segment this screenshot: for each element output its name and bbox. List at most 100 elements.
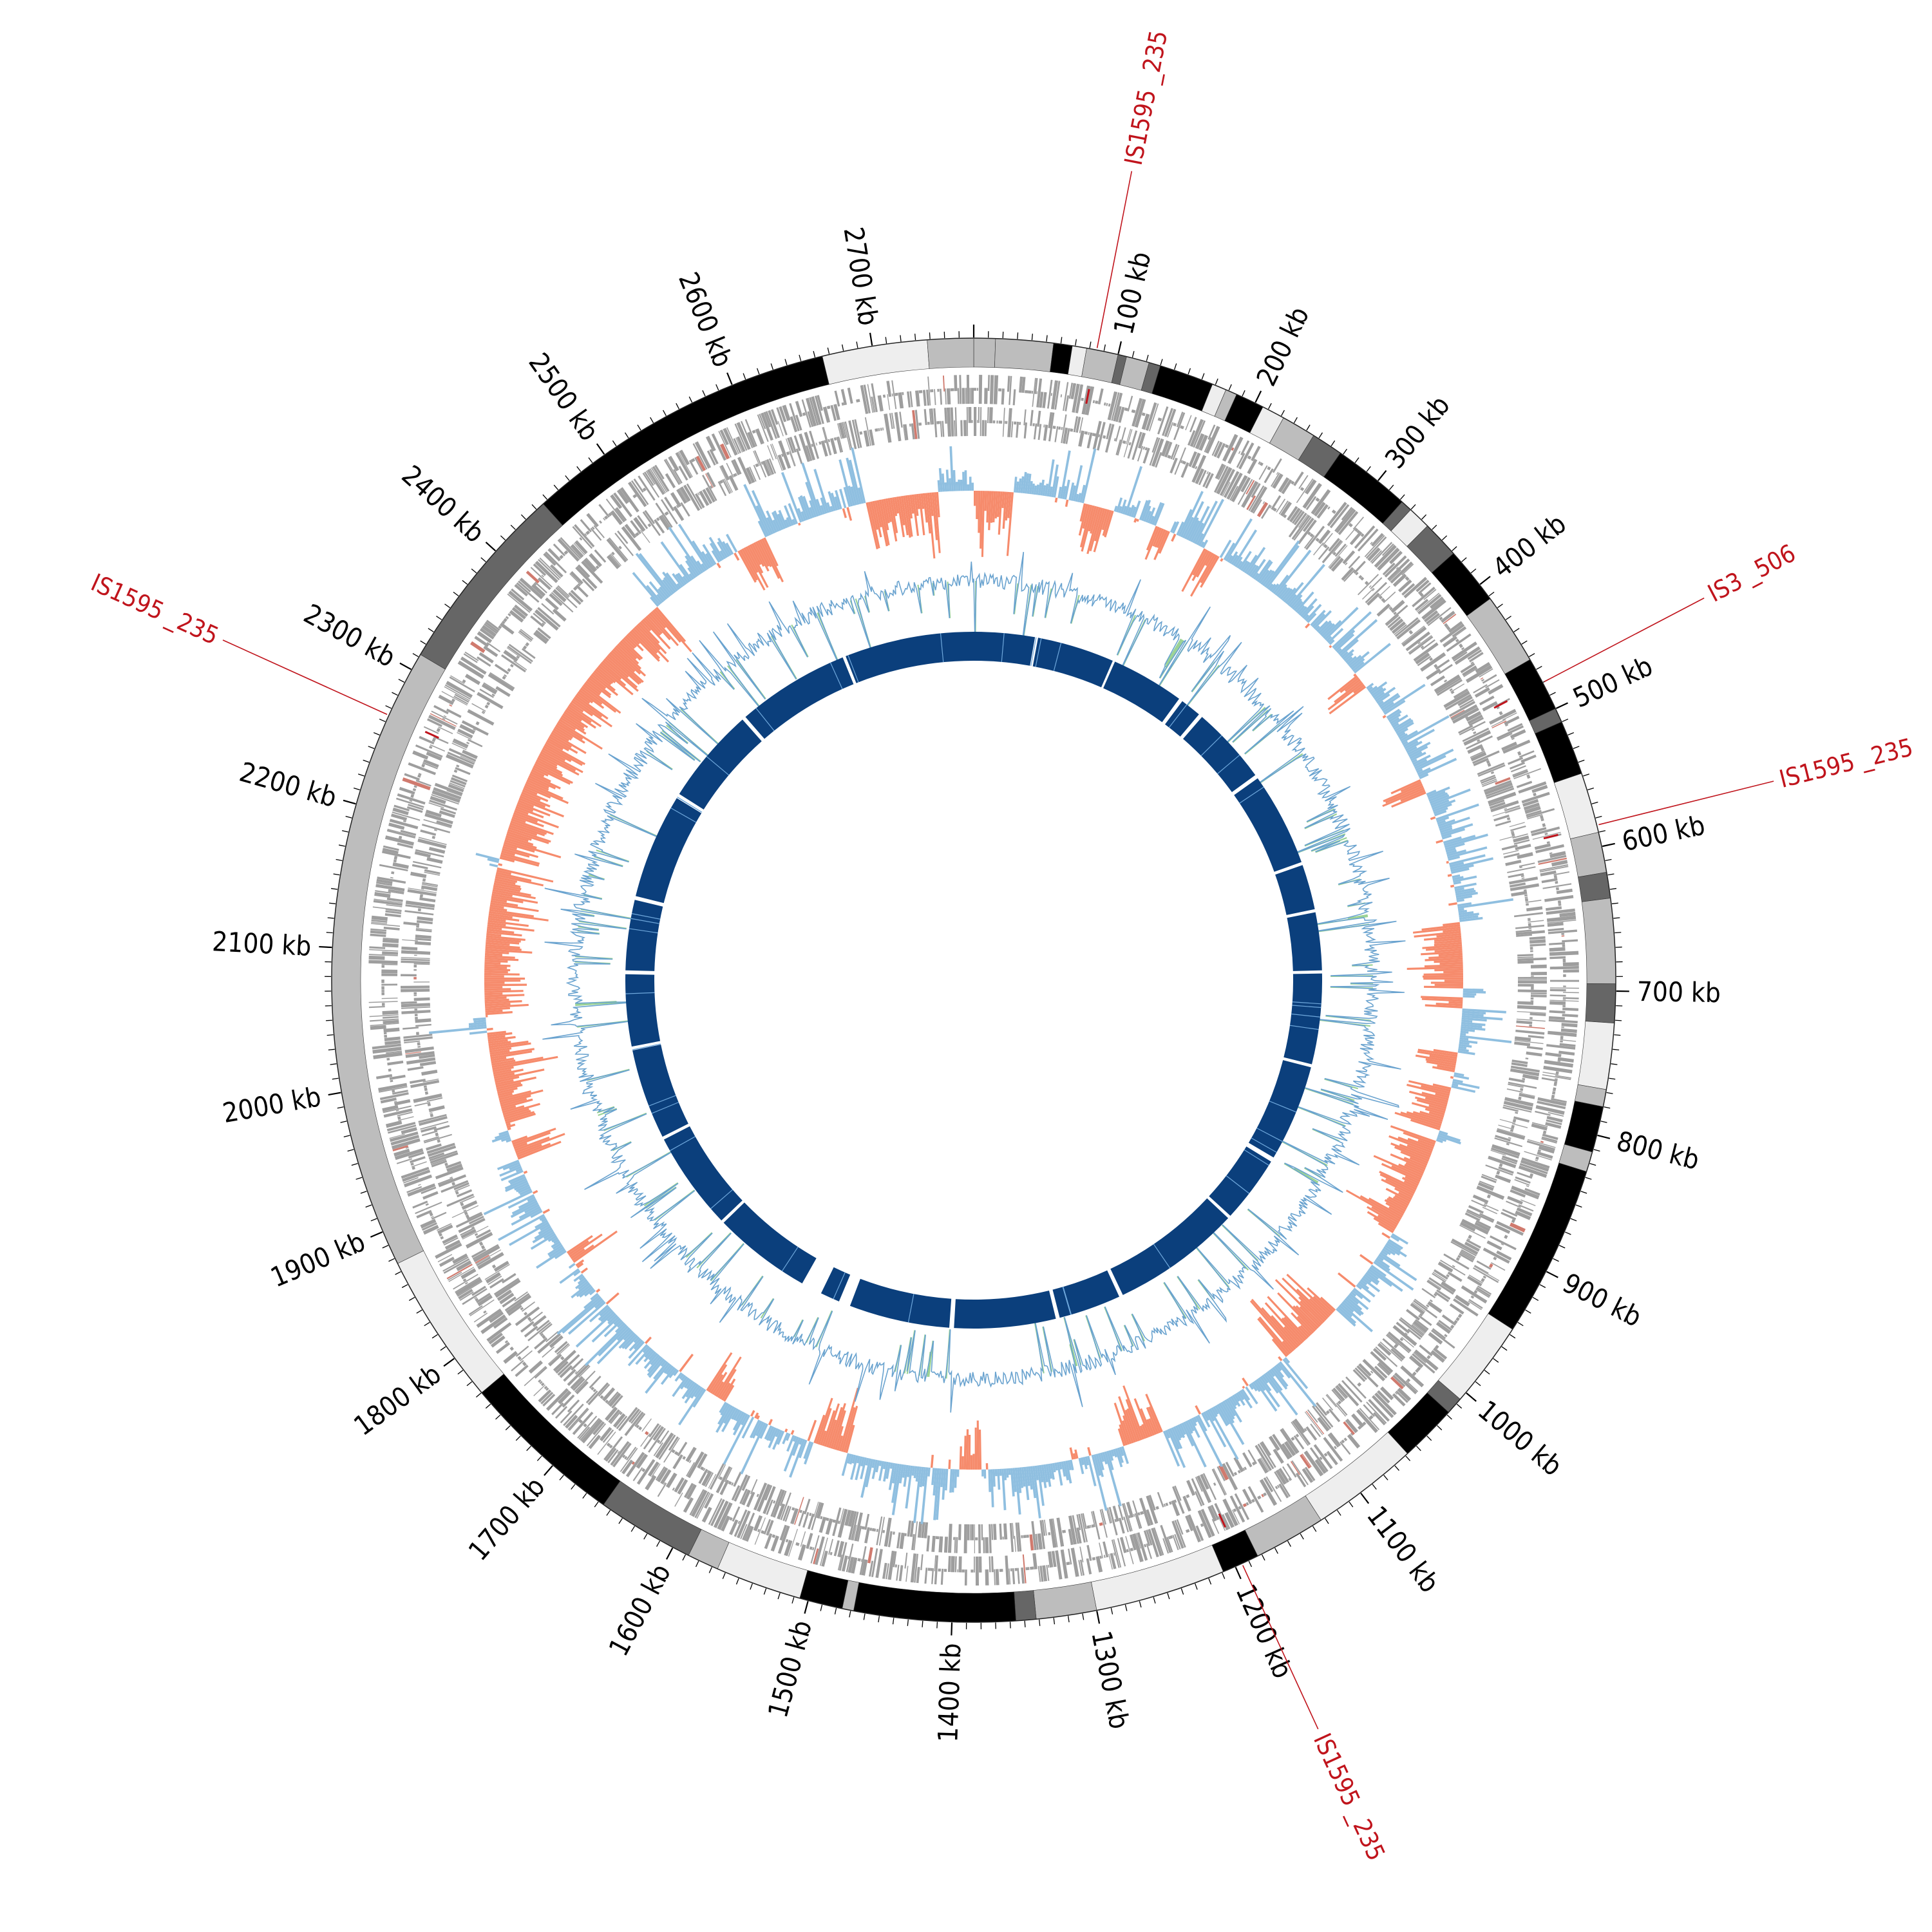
cds-feature [1170,444,1178,460]
cds-feature [1499,835,1515,841]
gc-content-bar [562,1298,603,1334]
gc-content-bar [1159,531,1170,554]
cds-feature [1514,1039,1544,1045]
gc-content-bar [576,1262,584,1269]
cds-feature [560,1410,573,1424]
cds-feature [1439,616,1443,621]
cds-feature [696,455,706,471]
cds-feature [1205,473,1214,489]
gc-content-bar [1349,651,1370,668]
cds-feature [649,1423,659,1437]
gc-content-bar [485,944,520,949]
gc-content-bar [1177,1424,1186,1439]
cds-feature [950,407,954,437]
gc-content-bar [489,904,504,909]
cds-feature [421,885,438,891]
gc-content-bar [720,1403,729,1416]
cds-feature [1510,1068,1540,1077]
cds-feature [1515,930,1545,936]
cds-feature [477,631,493,643]
cds-feature [1172,1535,1179,1551]
inner-ring-block [745,657,854,739]
cds-feature [757,414,769,442]
cds-feature [575,1381,589,1395]
gc-content-bar [509,824,538,836]
cds-feature [1204,437,1212,453]
gc-content-bar [1421,951,1463,956]
cds-feature [1099,1542,1103,1558]
gc-content-bar [484,996,507,1000]
cds-feature [429,1150,458,1162]
cds-feature [1058,426,1061,430]
minor-tick [440,1346,446,1351]
cds-feature [931,1568,934,1584]
gc-content-bar [500,854,540,867]
cds-feature [415,1023,431,1027]
cds-feature [415,941,431,945]
cds-feature [614,508,626,522]
minor-tick [1583,773,1590,777]
cds-feature [621,526,642,551]
cds-feature [1334,544,1347,557]
gc-content-bar [1391,1233,1408,1245]
minor-tick [820,1604,823,1611]
gc-content-bar [1185,1420,1193,1434]
cds-feature [1305,526,1325,550]
gc-content-bar [1367,1270,1379,1280]
cds-feature [770,444,777,460]
cds-feature [402,777,431,791]
cds-feature [935,1536,940,1540]
cds-feature [574,1370,596,1392]
gc-content-bar [1277,1292,1316,1332]
cds-feature [1167,422,1173,438]
cds-feature [1356,1365,1379,1388]
gc-content-bar [573,1273,583,1282]
gc-content-bar [1392,1196,1409,1206]
gc-content-bar [1145,511,1152,523]
gc-content-bar [1265,545,1300,589]
gc-content-bar [1140,1408,1153,1437]
cds-feature [1398,579,1412,592]
cds-feature [957,1569,958,1573]
gc-content-bar [1436,933,1461,938]
cds-feature [429,1212,433,1217]
major-tick [951,1622,953,1636]
cds-feature [917,1521,923,1538]
cds-feature [415,744,443,758]
cds-feature [444,1162,448,1166]
cds-feature [1486,788,1515,799]
gc-content-bar [488,1039,508,1044]
cds-feature [1273,507,1277,512]
cds-feature [1048,412,1055,442]
gc-content-bar [916,493,920,509]
cds-feature [654,519,665,534]
gc-content-bar [842,508,847,518]
cds-feature [1091,1511,1095,1528]
major-tick [370,1231,383,1238]
cds-feature [1526,1185,1530,1188]
cds-feature [423,819,452,828]
cds-feature [1276,498,1286,513]
cds-feature [1315,497,1320,502]
gc-content-bar [913,1466,922,1523]
minor-tick [337,1106,344,1109]
cds-feature [1530,994,1547,998]
cds-feature [789,451,795,467]
gc-content-bar [971,482,974,491]
minor-tick [1497,603,1503,609]
minor-tick [1585,1177,1592,1180]
cds-feature [1222,1514,1229,1530]
inner-ring-divider [1291,1013,1321,1018]
cds-feature [1048,1519,1057,1548]
cds-feature [376,1074,393,1079]
gc-content-bar [1088,506,1097,532]
gc-content-bar [717,1404,731,1425]
cds-feature [752,430,756,434]
cds-feature [856,399,860,402]
cds-feature [520,1307,524,1311]
gc-content-bar [1452,1083,1459,1087]
cds-feature [425,810,442,818]
cds-feature [1450,1324,1455,1329]
gc-content-bar [1457,902,1472,907]
cds-feature [465,1214,470,1219]
